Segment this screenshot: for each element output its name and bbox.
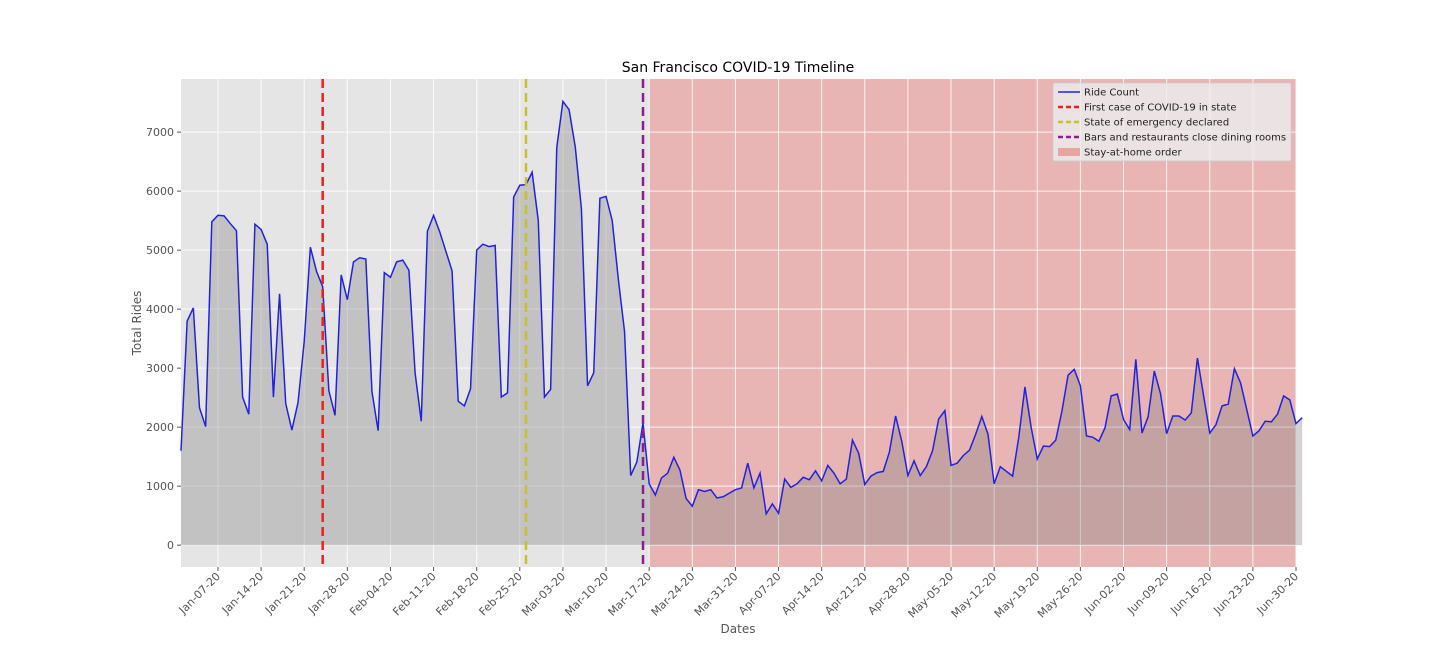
ride-count-area [181, 101, 1303, 546]
x-tick-label: Mar-24-20 [649, 570, 698, 619]
legend-swatch-patch [1058, 148, 1080, 156]
y-tick-label: 6000 [146, 185, 174, 198]
x-tick-label: Apr-14-20 [779, 570, 827, 618]
x-tick-label: May-19-20 [992, 570, 1043, 621]
y-axis-label: Total Rides [130, 291, 144, 357]
y-tick-label: 0 [167, 539, 174, 552]
x-tick-label: Mar-17-20 [606, 570, 655, 619]
x-tick-label: Feb-04-20 [347, 570, 395, 618]
x-tick-label: Jun-16-20 [1167, 570, 1214, 617]
legend-entry-label: Bars and restaurants close dining rooms [1084, 133, 1286, 144]
y-tick-label: 2000 [146, 421, 174, 434]
y-tick-label: 3000 [146, 362, 174, 375]
x-tick-label: Jan-28-20 [305, 570, 352, 617]
x-tick-label: Apr-21-20 [822, 570, 870, 618]
x-tick-label: May-26-20 [1035, 570, 1086, 621]
x-tick-label: Mar-31-20 [692, 570, 741, 619]
x-tick-label: May-05-20 [906, 570, 957, 621]
x-tick-label: Jun-23-20 [1211, 570, 1258, 617]
x-tick-label: Apr-07-20 [736, 570, 784, 618]
legend-entry-label: Stay-at-home order [1084, 148, 1182, 159]
legend: Ride Count First case of COVID-19 in stat… [1052, 82, 1292, 162]
y-tick-label: 4000 [146, 303, 174, 316]
x-tick-label: Feb-11-20 [390, 570, 438, 618]
legend-entry-label: Ride Count [1084, 88, 1139, 99]
x-tick-label: Jun-09-20 [1124, 570, 1171, 617]
x-tick-label: Jan-14-20 [219, 570, 266, 617]
y-tick-label: 1000 [146, 480, 174, 493]
legend-entry-label: First case of COVID-19 in state [1084, 103, 1237, 114]
area-layer [181, 101, 1303, 546]
y-tick-label: 7000 [146, 126, 174, 139]
x-tick-label: Jan-21-20 [262, 570, 309, 617]
x-tick-label: Feb-18-20 [433, 570, 481, 618]
line-layer [180, 99, 1303, 517]
ride-count-line [180, 99, 1303, 517]
chart-title: San Francisco COVID-19 Timeline [622, 60, 855, 76]
x-tick-label: May-12-20 [949, 570, 1000, 621]
y-tick-label: 5000 [146, 244, 174, 257]
x-tick-label: Feb-25-20 [477, 570, 525, 618]
event-lines-layer [321, 79, 645, 567]
x-tick-label: Jun-30-20 [1254, 570, 1301, 617]
x-tick-label: Mar-10-20 [562, 570, 611, 619]
x-axis-label: Dates [721, 622, 756, 636]
x-tick-label: Jun-02-20 [1081, 570, 1128, 617]
x-tick-label: Mar-03-20 [519, 570, 568, 619]
x-tick-label: Jan-07-20 [176, 570, 223, 617]
legend-entry-label: State of emergency declared [1084, 118, 1229, 129]
legend-box [1052, 82, 1292, 162]
